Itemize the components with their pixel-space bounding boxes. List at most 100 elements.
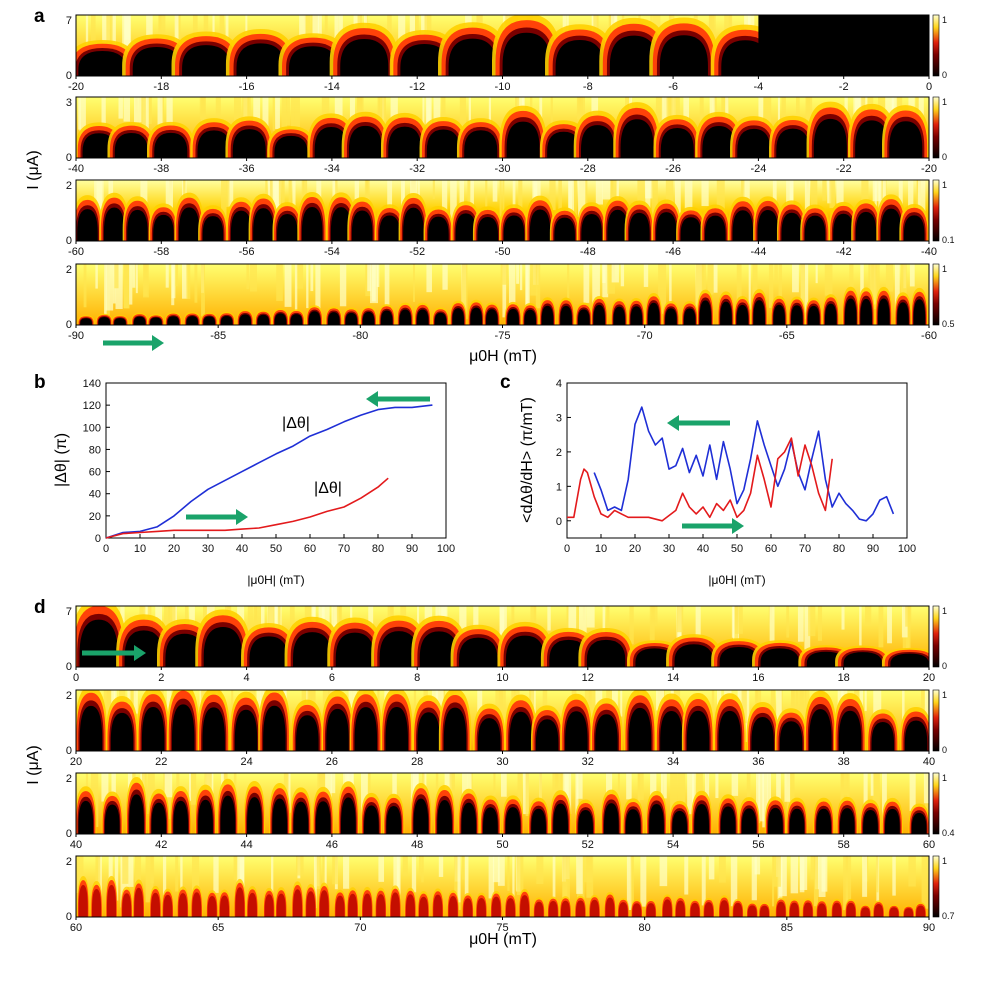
panel-a-row-3-streak bbox=[918, 180, 926, 230]
panel-a-row-4-lobe bbox=[380, 310, 393, 325]
panel-a-row-2-streak bbox=[118, 97, 123, 119]
panel-a-row-4-lobe bbox=[308, 311, 321, 325]
panel-a-row-3-lobe bbox=[428, 216, 449, 241]
panel-a-row-4-streak bbox=[909, 264, 915, 287]
panel-a-row-1-streak bbox=[225, 15, 229, 54]
panel-a-row-2-lobe bbox=[737, 128, 771, 158]
panel-d-row-4-streak bbox=[418, 856, 422, 876]
panel-a-row-2-lobe bbox=[154, 132, 188, 158]
panel-d-row-4-lobe bbox=[904, 908, 914, 917]
panel-a-row-3-streak bbox=[549, 180, 556, 211]
panel-d-row-2-lobe bbox=[751, 716, 774, 751]
panel-d-row-3-lobe bbox=[672, 810, 688, 834]
panel-a-row-1-lobe bbox=[182, 45, 231, 76]
panel-d-row-3-streak bbox=[841, 773, 848, 796]
panel-a-row-2-streak bbox=[134, 97, 142, 123]
panel-d-row-3-xtick: 42 bbox=[155, 839, 167, 851]
panel-d-row-3-xtick: 48 bbox=[411, 839, 423, 851]
panel-d-row-2-lobe bbox=[263, 705, 286, 751]
panel-d-row-3-streak bbox=[111, 773, 116, 801]
panel-d-row-4-streak bbox=[799, 856, 808, 891]
panel-d-row-1-streak bbox=[333, 606, 337, 636]
panel-a-row-4-lobe bbox=[683, 308, 696, 325]
panel-d-row-2-lobe bbox=[385, 707, 408, 751]
panel-d-row-3-streak bbox=[287, 773, 291, 813]
panel-a-row-3-xtick: -44 bbox=[750, 246, 766, 258]
panel-d-row-4-streak bbox=[271, 856, 274, 898]
panel-a-row-1-lobe bbox=[400, 43, 449, 76]
panel-d-row-3-streak bbox=[715, 773, 719, 799]
panel-d-row-2-streak bbox=[588, 690, 596, 731]
panel-d-row-3-xtick: 50 bbox=[496, 839, 508, 851]
panel-d-row-3-lobe bbox=[911, 812, 927, 834]
panel-a-row-3-colorbar-tick: 0.1 bbox=[942, 235, 955, 245]
panel-a-row-3-streak bbox=[872, 180, 881, 202]
panel-d-row-4-lobe bbox=[817, 903, 827, 917]
panel-d-row-4-lobe bbox=[150, 892, 161, 917]
panel-d-row-3-streak bbox=[704, 773, 710, 801]
panel-d-row-3-lobe bbox=[789, 808, 805, 834]
panel-d-row-4-streak bbox=[497, 856, 505, 886]
panel-d-row-3-lobe bbox=[720, 806, 736, 834]
panel-d-row-4-streak bbox=[908, 856, 916, 887]
panel-a-row-3-lobe bbox=[607, 209, 628, 241]
panel-a-row-4-streak bbox=[592, 264, 600, 317]
panel-d-row-3-xtick: 58 bbox=[838, 839, 850, 851]
panel-d-row-4-streak bbox=[233, 856, 238, 880]
panel-a-row-2-streak bbox=[666, 97, 674, 130]
panel-d-row-2-streak bbox=[902, 690, 905, 737]
panel-d-row-3-streak bbox=[493, 773, 496, 796]
panel-c-series-blue bbox=[593, 406, 895, 522]
panel-d-row-3-lobe bbox=[461, 802, 477, 834]
panel-d-row-1-streak bbox=[579, 606, 587, 643]
panel-d-row-3-xtick: 56 bbox=[752, 839, 764, 851]
panel-d-row-3-xtick: 52 bbox=[582, 839, 594, 851]
panel-a-row-4-lobe bbox=[470, 307, 483, 325]
panel-a-row-1-plateau bbox=[758, 15, 929, 76]
panel-a-row-4-lobe bbox=[416, 309, 429, 325]
panel-d-row-4-streak bbox=[114, 856, 119, 901]
panel-d-row-4-lobe bbox=[78, 885, 88, 917]
panel-a-row-1-xtick: -8 bbox=[583, 81, 593, 93]
panel-d-row-2-colorbar-tick: 1 bbox=[942, 690, 947, 700]
panel-a-row-4-streak bbox=[306, 264, 309, 309]
panel-d-row-4-streak bbox=[492, 856, 500, 883]
panel-a-row-1-ytick: 0 bbox=[66, 70, 72, 82]
panel-d-row-2-streak bbox=[741, 690, 747, 724]
panel-d-row-1-streak bbox=[887, 606, 892, 644]
panel-a-row-2-streak bbox=[459, 97, 467, 138]
panel-d-row-3-lobe bbox=[364, 805, 379, 834]
panel-a-row-3-lobe bbox=[202, 216, 224, 241]
panel-d-row-4-streak bbox=[135, 856, 142, 902]
panel-a-row-4-colorbar bbox=[932, 263, 940, 326]
panel-d-row-2-streak bbox=[477, 690, 483, 724]
panel-d-row-3-streak bbox=[637, 773, 644, 800]
panel-d-row-4-streak bbox=[464, 856, 469, 900]
panel-a-row-2-streak bbox=[699, 97, 704, 141]
panel-a-row-4-streak bbox=[525, 264, 529, 314]
panel-a-row-1-streak bbox=[387, 15, 392, 49]
panel-a-row-1-map bbox=[76, 15, 929, 76]
panel-d-row-3-lobe bbox=[78, 800, 94, 834]
panel-a-row-2-lobe bbox=[580, 125, 615, 158]
panel-a-row-2-streak bbox=[146, 97, 152, 125]
panel-d-row-3-streak bbox=[190, 773, 197, 805]
panel-d-row-4-streak bbox=[296, 856, 304, 876]
panel-a-row-1-streak bbox=[90, 15, 96, 57]
panel-d-row-4-streak bbox=[313, 856, 317, 909]
panel-a-row-1-lobe bbox=[721, 40, 770, 76]
panel-a-row-3-streak bbox=[288, 180, 292, 215]
panel-d-row-3-lobe bbox=[129, 794, 144, 834]
panel-d-row-2-lobe bbox=[535, 719, 559, 751]
panel-a-row-2-xtick: -22 bbox=[836, 163, 852, 175]
panel-a-row-2-xtick: -34 bbox=[324, 163, 340, 175]
panel-d-row-4-lobe bbox=[348, 893, 358, 917]
panel-d-row-4-lobe bbox=[276, 893, 286, 917]
panel-d-row-2-ytick: 0 bbox=[66, 745, 72, 757]
panel-d-row-1-streak bbox=[530, 606, 537, 626]
panel-d-row-4-streak bbox=[180, 856, 183, 908]
panel-a-row-4-streak bbox=[516, 264, 520, 284]
panel-a-row-4-streak bbox=[736, 264, 742, 312]
panel-b-xtick: 20 bbox=[168, 543, 180, 555]
panel-d-row-2-streak bbox=[377, 690, 380, 711]
